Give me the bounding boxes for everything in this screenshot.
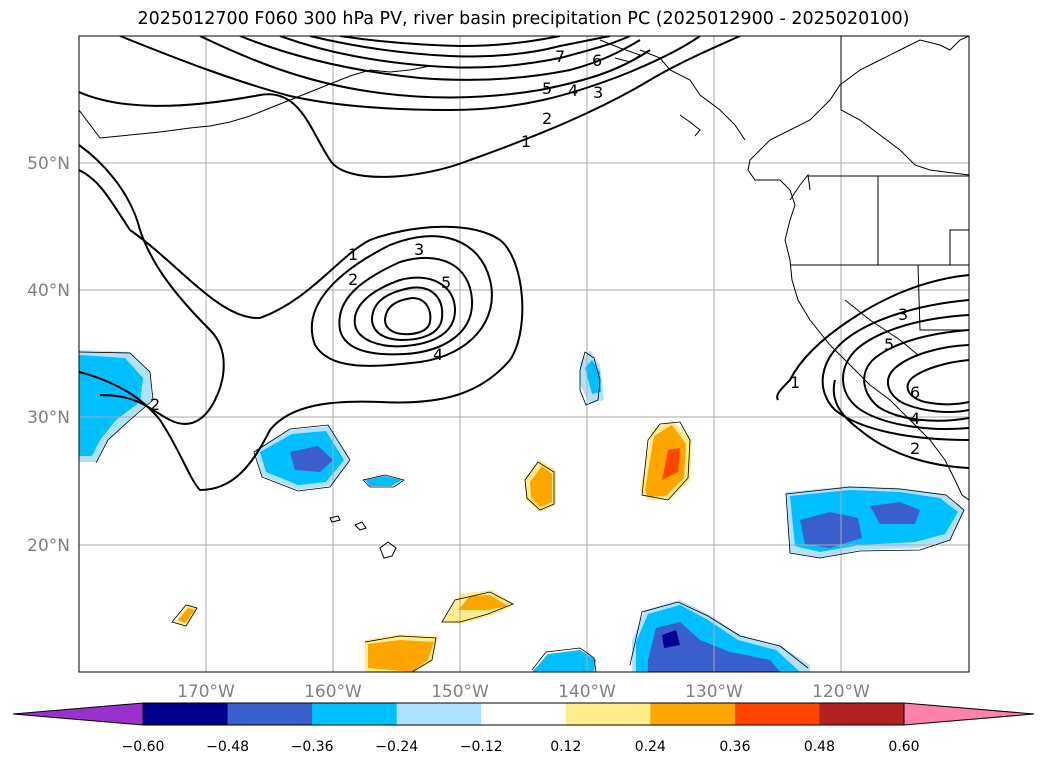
pv-contours bbox=[79, 36, 969, 492]
contour-label: 5 bbox=[441, 273, 451, 292]
contour-label: 1 bbox=[521, 132, 531, 151]
precip-positive-a-core bbox=[662, 448, 680, 480]
contour-label: 6 bbox=[592, 51, 602, 70]
colorbar-bin bbox=[396, 703, 482, 725]
precip-positive-e-core bbox=[178, 608, 195, 623]
precip-positive-d-core bbox=[368, 640, 434, 672]
precip-negative-south-b bbox=[532, 650, 596, 672]
lon-label: 170°W bbox=[177, 682, 235, 702]
map-area: 1 2 4 5 6 7 3 1 2 3 4 5 1 2 3 4 5 6 2 bbox=[79, 36, 969, 672]
colorbar-extend-max bbox=[903, 702, 1035, 726]
contour-label: 2 bbox=[150, 395, 160, 414]
contour-label: 3 bbox=[593, 83, 603, 102]
colorbar-tick-label: −0.48 bbox=[206, 739, 249, 755]
colorbar-bin bbox=[734, 703, 820, 725]
contour-label: 1 bbox=[348, 245, 358, 264]
contour-labels: 1 2 4 5 6 7 3 1 2 3 4 5 1 2 3 4 5 6 2 bbox=[150, 47, 920, 458]
precip-positive-c-core bbox=[458, 595, 508, 610]
colorbar-bin bbox=[312, 703, 398, 725]
contour-label: 4 bbox=[910, 409, 920, 428]
map-frame bbox=[78, 35, 970, 673]
precip-positive-b-core bbox=[530, 466, 552, 507]
colorbar-tick-label: 0.60 bbox=[888, 739, 919, 755]
lon-label: 150°W bbox=[431, 682, 489, 702]
lon-label: 160°W bbox=[304, 682, 362, 702]
lon-label: 140°W bbox=[558, 682, 616, 702]
colorbar-bin bbox=[650, 703, 736, 725]
lat-label: 30°N bbox=[27, 408, 70, 428]
pv-contour-north-outer bbox=[79, 36, 741, 178]
colorbar-tick-label: 0.24 bbox=[635, 739, 666, 755]
contour-label: 4 bbox=[568, 81, 578, 100]
precip-negative-east-core-b bbox=[870, 502, 920, 524]
lat-labels: 50°N 40°N 30°N 20°N bbox=[27, 154, 70, 556]
lat-label: 20°N bbox=[27, 536, 70, 556]
contour-label: 2 bbox=[348, 270, 358, 289]
contour-label: 3 bbox=[898, 305, 908, 324]
colorbar-extend-min bbox=[12, 702, 144, 726]
colorbar-tick-label: −0.60 bbox=[122, 739, 165, 755]
colorbar-tick-label: −0.12 bbox=[460, 739, 503, 755]
colorbar-tick-label: −0.36 bbox=[291, 739, 334, 755]
gridlines bbox=[79, 36, 969, 672]
colorbar: −0.60 −0.48 −0.36 −0.24 −0.12 0.12 0.24 … bbox=[12, 702, 1035, 755]
contour-label: 6 bbox=[910, 383, 920, 402]
lon-label: 120°W bbox=[812, 682, 870, 702]
colorbar-bins bbox=[143, 703, 905, 725]
precip-negative-hawaii-north-core bbox=[290, 446, 333, 472]
colorbar-bin bbox=[481, 703, 567, 725]
colorbar-tick-label: 0.12 bbox=[550, 739, 581, 755]
colorbar-bin bbox=[143, 703, 229, 725]
contour-label: 3 bbox=[414, 240, 424, 259]
contour-label: 5 bbox=[884, 335, 894, 354]
colorbar-tick-label: −0.24 bbox=[375, 739, 418, 755]
precip-negative-small bbox=[365, 476, 402, 486]
colorbar-bin bbox=[819, 703, 905, 725]
precip-negative-east-core-a bbox=[800, 512, 862, 548]
map-title: 2025012700 F060 300 hPa PV, river basin … bbox=[137, 9, 910, 29]
lat-label: 40°N bbox=[27, 281, 70, 301]
colorbar-frame bbox=[142, 702, 905, 726]
lon-label: 130°W bbox=[685, 682, 743, 702]
colorbar-bin bbox=[227, 703, 313, 725]
colorbar-tick-label: 0.36 bbox=[719, 739, 750, 755]
colorbar-tick-label: 0.48 bbox=[804, 739, 835, 755]
contour-label: 4 bbox=[433, 345, 443, 364]
precip-negative-west-core bbox=[79, 355, 143, 456]
contour-label: 7 bbox=[555, 47, 565, 66]
contour-label: 2 bbox=[910, 439, 920, 458]
colorbar-bin bbox=[565, 703, 651, 725]
coastlines bbox=[79, 36, 969, 672]
lat-label: 50°N bbox=[27, 154, 70, 174]
contour-label: 5 bbox=[542, 79, 552, 98]
colorbar-ticks: −0.60 −0.48 −0.36 −0.24 −0.12 0.12 0.24 … bbox=[122, 739, 920, 755]
precip-negative-south-peak bbox=[662, 630, 680, 648]
lon-labels: 170°W 160°W 150°W 140°W 130°W 120°W bbox=[177, 682, 870, 702]
map-background bbox=[79, 36, 969, 672]
precip-positive-a-mid bbox=[645, 425, 686, 497]
contour-label: 1 bbox=[790, 373, 800, 392]
contour-label: 2 bbox=[542, 109, 552, 128]
